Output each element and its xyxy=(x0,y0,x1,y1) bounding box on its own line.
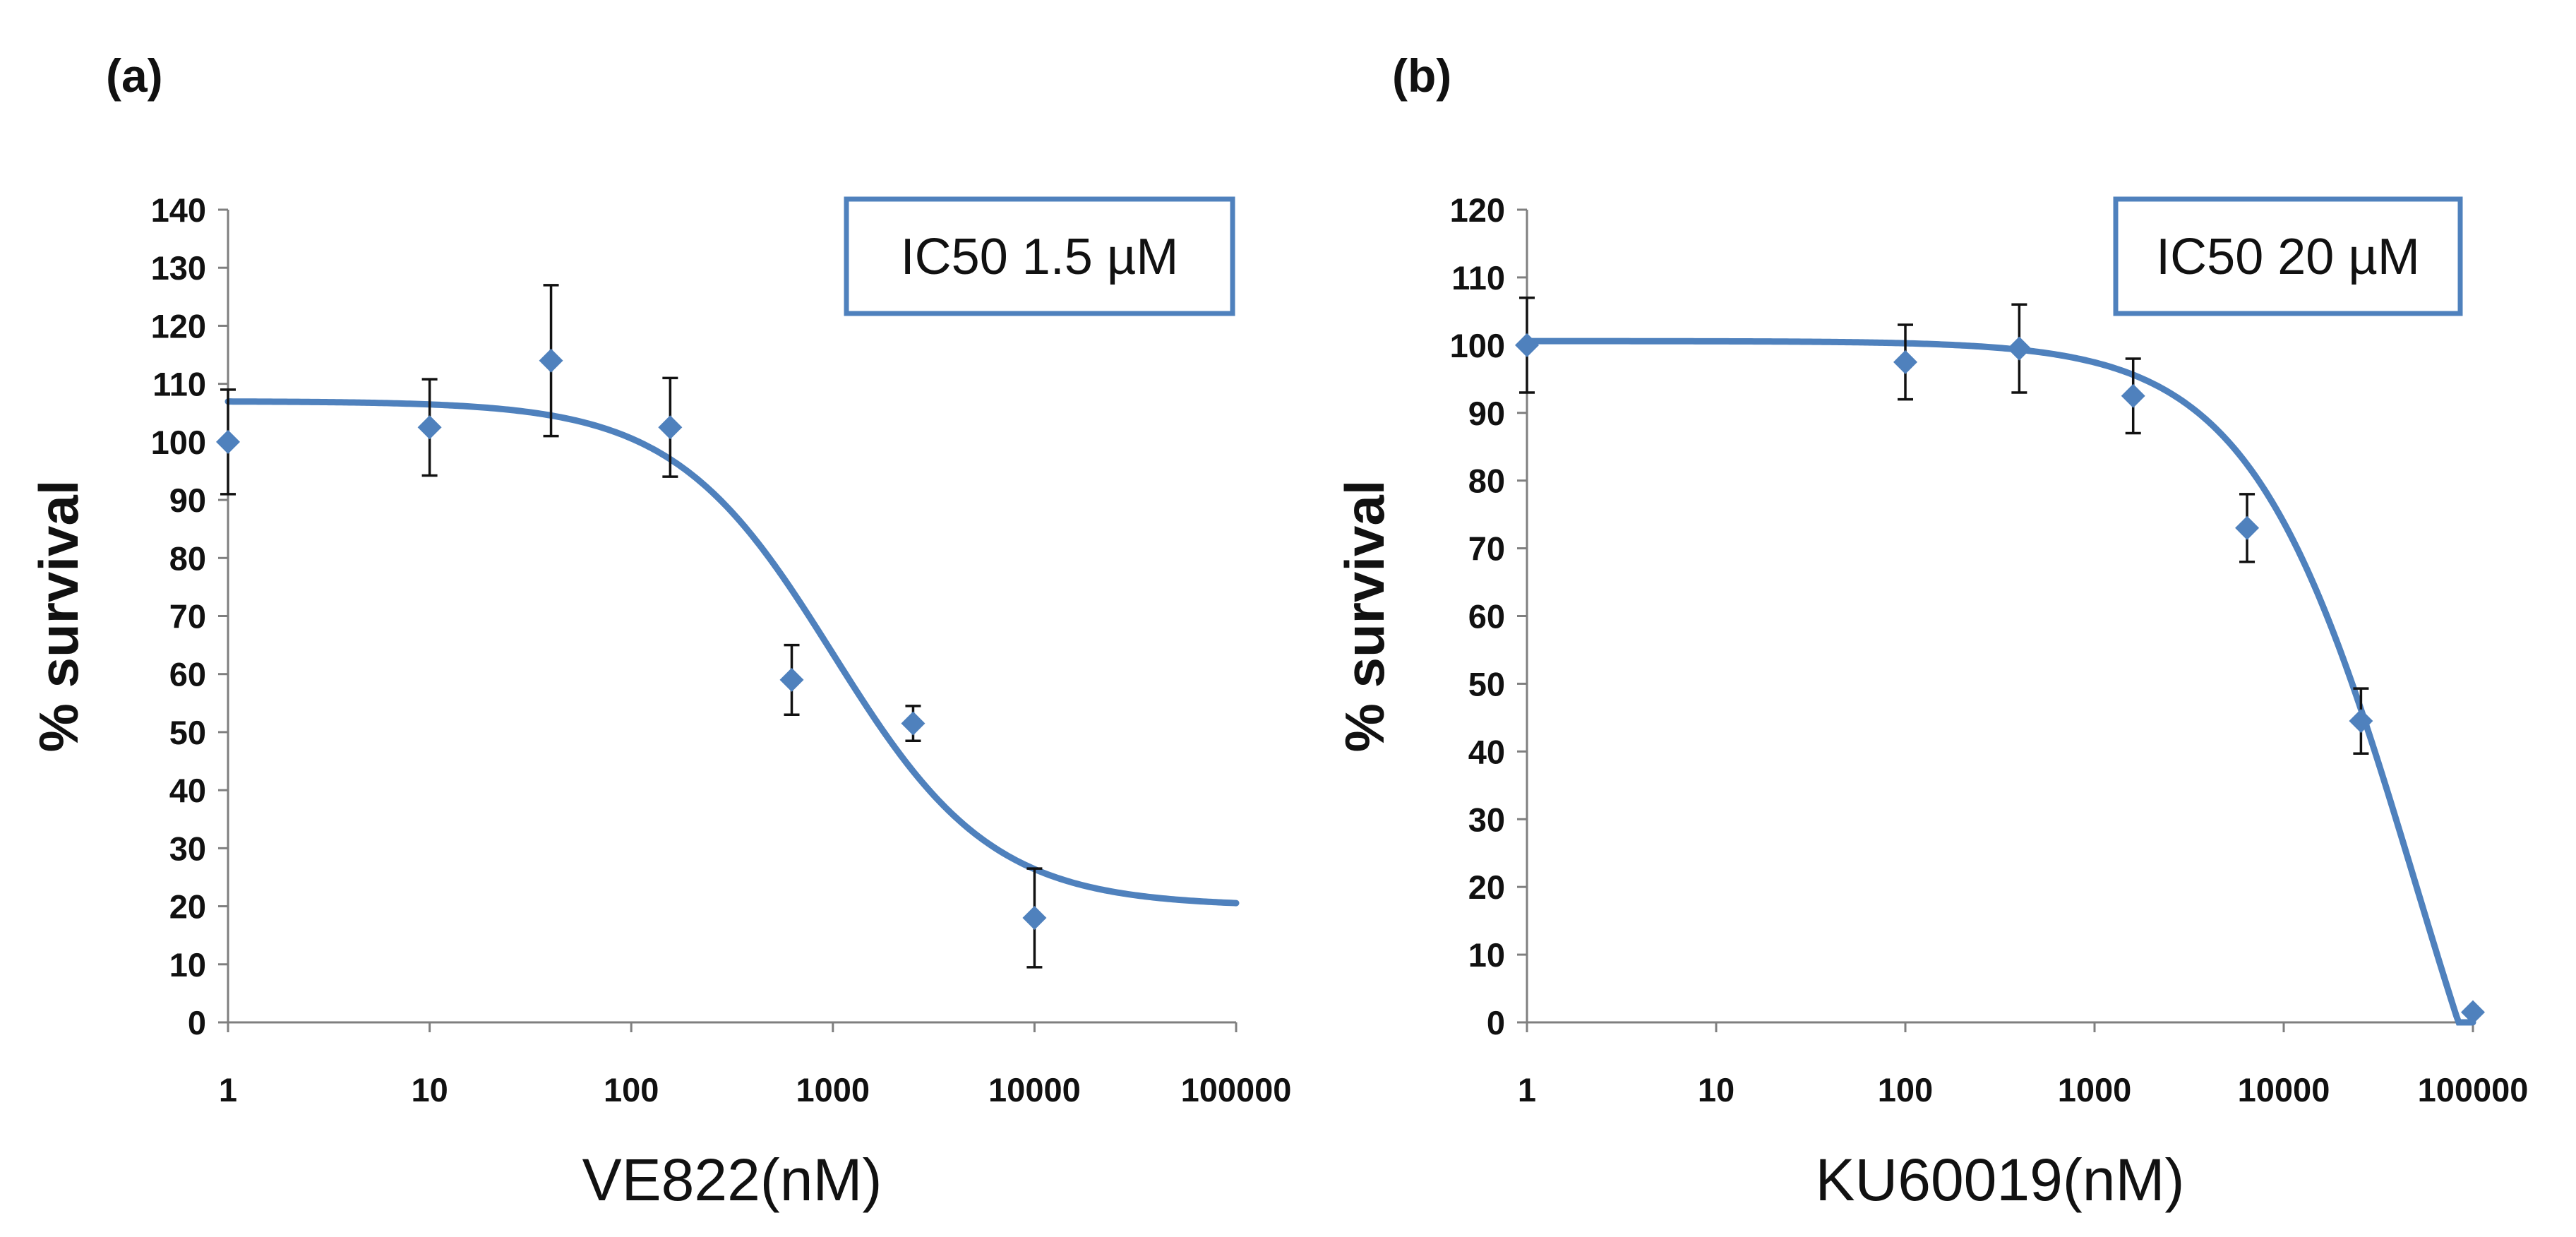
y-tick-label: 120 xyxy=(1450,191,1505,229)
fit-curve xyxy=(224,398,1240,907)
x-tick-label: 100 xyxy=(1878,1071,1933,1108)
y-tick-label: 110 xyxy=(1451,259,1505,297)
ic50-box xyxy=(844,196,1235,316)
panel-b-label: (b) xyxy=(1392,49,1451,102)
x-tick-label: 100 xyxy=(604,1071,659,1108)
data-point xyxy=(2121,383,2145,408)
data-point xyxy=(539,348,563,373)
data-point xyxy=(901,711,925,736)
y-tick-label: 10 xyxy=(1468,936,1505,974)
y-tick-label: 130 xyxy=(151,249,206,287)
y-tick-label: 50 xyxy=(169,714,206,751)
y-tick-label: 110 xyxy=(152,366,206,403)
data-point xyxy=(216,429,240,454)
x-tick-label: 1 xyxy=(219,1071,237,1108)
ic50-label: IC50 20 µM xyxy=(2156,229,2420,285)
y-tick-label: 30 xyxy=(1468,801,1505,838)
data-point xyxy=(1893,349,1917,374)
x-tick-label: 10 xyxy=(1698,1071,1735,1108)
fit-curve xyxy=(1523,337,2476,1026)
data-point xyxy=(2235,515,2260,540)
panel-a-label: (a) xyxy=(106,49,163,102)
y-tick-label: 40 xyxy=(1468,733,1505,770)
x-axis-title: VE822(nM) xyxy=(582,1147,882,1213)
x-tick-label: 100000 xyxy=(1181,1071,1292,1108)
y-tick-label: 40 xyxy=(169,772,206,809)
y-axis-title: % survival xyxy=(28,480,90,753)
y-tick-label: 100 xyxy=(1450,327,1505,364)
y-tick-label: 60 xyxy=(169,656,206,693)
x-axis-title: KU60019(nM) xyxy=(1816,1147,2185,1213)
y-tick-label: 90 xyxy=(169,482,206,519)
x-tick-label: 10 xyxy=(411,1071,448,1108)
x-tick-label: 1 xyxy=(1518,1071,1536,1108)
x-tick-label: 1000 xyxy=(796,1071,870,1108)
data-point xyxy=(1022,906,1047,931)
ic50-label: IC50 1.5 µM xyxy=(901,229,1179,285)
data-point xyxy=(1515,333,1539,357)
y-tick-label: 0 xyxy=(1487,1004,1505,1041)
y-tick-label: 60 xyxy=(1468,598,1505,635)
data-point xyxy=(2349,709,2373,734)
data-point xyxy=(2007,336,2032,361)
data-point xyxy=(658,415,683,440)
x-tick-label: 100000 xyxy=(2418,1071,2529,1108)
y-tick-label: 120 xyxy=(151,307,206,345)
data-point xyxy=(417,415,442,440)
y-axis-title: % survival xyxy=(1334,480,1396,753)
y-tick-label: 70 xyxy=(169,598,206,635)
data-point xyxy=(779,667,804,692)
data-point xyxy=(2461,1000,2485,1024)
y-tick-label: 80 xyxy=(1468,462,1505,500)
ic50-box xyxy=(2113,196,2463,316)
y-tick-label: 20 xyxy=(169,888,206,926)
y-tick-label: 20 xyxy=(1468,868,1505,906)
y-tick-label: 50 xyxy=(1468,665,1505,703)
y-tick-label: 90 xyxy=(1468,395,1505,432)
y-tick-label: 0 xyxy=(188,1004,206,1041)
x-tick-label: 10000 xyxy=(988,1071,1081,1108)
y-tick-label: 140 xyxy=(151,191,206,229)
y-tick-label: 80 xyxy=(169,539,206,577)
x-tick-label: 10000 xyxy=(2238,1071,2330,1108)
y-tick-label: 70 xyxy=(1468,530,1505,568)
x-tick-label: 1000 xyxy=(2058,1071,2132,1108)
y-tick-label: 100 xyxy=(151,424,206,461)
y-tick-label: 30 xyxy=(169,830,206,867)
y-tick-label: 10 xyxy=(169,946,206,984)
